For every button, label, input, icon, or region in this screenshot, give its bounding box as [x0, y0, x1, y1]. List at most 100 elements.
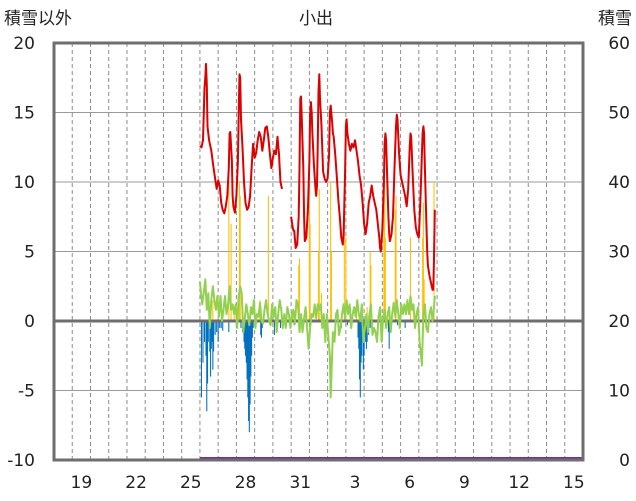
- negative-bar: [244, 321, 246, 349]
- x-tick-label: 25: [180, 473, 202, 493]
- negative-bar: [261, 321, 263, 328]
- plot-border: [52, 41, 585, 462]
- negative-bar: [209, 321, 211, 352]
- left-axis-label: 積雪以外: [4, 9, 72, 29]
- snowfall-bar: [292, 314, 294, 321]
- negative-bar: [387, 321, 389, 333]
- snowfall-bar: [318, 188, 320, 321]
- x-tick-label: 9: [459, 473, 470, 493]
- plot-frame: [52, 41, 585, 462]
- x-tick-label: 31: [289, 473, 311, 493]
- snowfall-bar: [267, 195, 269, 321]
- negative-bar: [388, 321, 390, 349]
- negative-bar: [246, 321, 248, 380]
- snow-depth-line: [290, 73, 436, 291]
- negative-bar: [214, 321, 216, 335]
- left-tick-label: 20: [13, 34, 35, 54]
- right-tick-label: 60: [608, 34, 630, 54]
- chart-title: 小出: [299, 9, 333, 29]
- x-tick-labels: 19 22 25 28 31 3 6 9 12 15: [71, 473, 585, 493]
- snowfall-bar: [298, 265, 300, 321]
- negative-bar: [248, 321, 250, 422]
- negative-bar: [240, 321, 242, 328]
- bars-layer: [200, 182, 435, 433]
- x-tick-label: 12: [508, 473, 530, 493]
- left-tick-labels: 20 15 10 5 0 -5 -10: [7, 34, 35, 471]
- x-tick-label: 3: [350, 473, 361, 493]
- right-tick-label: 40: [608, 173, 630, 193]
- negative-bar: [207, 321, 209, 342]
- negative-bar: [260, 321, 262, 335]
- snowfall-bar: [330, 182, 332, 321]
- snowfall-bar: [239, 195, 241, 321]
- snowfall-bar: [383, 195, 385, 321]
- right-tick-labels: 60 50 40 30 20 10 0: [608, 34, 630, 471]
- negative-bar: [206, 321, 209, 384]
- left-tick-label: 15: [13, 104, 35, 124]
- right-tick-label: 30: [608, 243, 630, 263]
- right-tick-label: 0: [619, 451, 630, 471]
- snowfall-bar: [369, 251, 371, 321]
- negative-bar: [362, 321, 364, 370]
- right-tick-label: 10: [608, 382, 630, 402]
- left-tick-label: 0: [24, 312, 35, 332]
- snowfall-bar: [395, 195, 397, 321]
- negative-bar: [260, 321, 263, 338]
- negative-bar: [404, 321, 406, 328]
- negative-bar: [369, 321, 371, 328]
- snowfall-bar: [384, 182, 386, 321]
- negative-bar: [346, 321, 348, 326]
- snowfall-bar: [345, 237, 347, 321]
- negative-bar: [252, 321, 254, 328]
- snowfall-bar: [228, 182, 230, 321]
- negative-bar: [212, 321, 214, 370]
- snowfall-bar: [394, 209, 396, 321]
- snowfall-bar: [409, 237, 411, 321]
- x-tick-label: 28: [235, 473, 257, 493]
- snowfall-bar: [422, 202, 424, 321]
- x-tick-label: 15: [563, 473, 585, 493]
- negative-bar: [210, 321, 212, 349]
- negative-bar: [245, 321, 247, 363]
- negative-bar: [251, 321, 253, 356]
- negative-bar: [205, 321, 207, 356]
- snowfall-bar: [370, 265, 372, 321]
- negative-bar: [365, 321, 367, 342]
- snowfall-bar: [238, 182, 240, 321]
- negative-bar: [210, 321, 212, 377]
- temperature-line: [198, 278, 436, 399]
- negative-bar: [360, 321, 362, 363]
- negative-bar: [251, 321, 253, 338]
- negative-bar: [245, 321, 247, 356]
- snowfall-bar: [212, 300, 214, 321]
- right-tick-label: 50: [608, 104, 630, 124]
- negative-bar: [211, 321, 213, 342]
- negative-bar: [359, 321, 361, 398]
- negative-bar: [206, 321, 208, 412]
- negative-bar: [279, 321, 282, 328]
- negative-bar: [358, 321, 360, 349]
- negative-bar: [219, 321, 221, 328]
- right-tick-label: 20: [608, 312, 630, 332]
- snowfall-bar: [384, 237, 386, 321]
- snowfall-bar: [309, 223, 311, 321]
- left-tick-label: -5: [18, 382, 35, 402]
- negative-bar: [202, 321, 204, 363]
- negative-bar: [216, 321, 218, 333]
- negative-bar: [359, 321, 361, 380]
- negative-bar: [250, 321, 252, 377]
- negative-bar: [220, 321, 222, 328]
- negative-bar: [200, 321, 202, 398]
- x-tick-label: 6: [404, 473, 415, 493]
- negative-bar: [247, 321, 249, 398]
- negative-bar: [217, 321, 219, 342]
- left-tick-label: 10: [13, 173, 35, 193]
- negative-bar: [397, 321, 399, 326]
- snow-depth-line: [199, 62, 283, 215]
- negative-bar: [273, 321, 275, 335]
- snowfall-bar: [230, 223, 232, 321]
- negative-bar: [248, 321, 250, 433]
- snowfall-bar: [317, 251, 320, 321]
- left-tick-label: 5: [24, 243, 35, 263]
